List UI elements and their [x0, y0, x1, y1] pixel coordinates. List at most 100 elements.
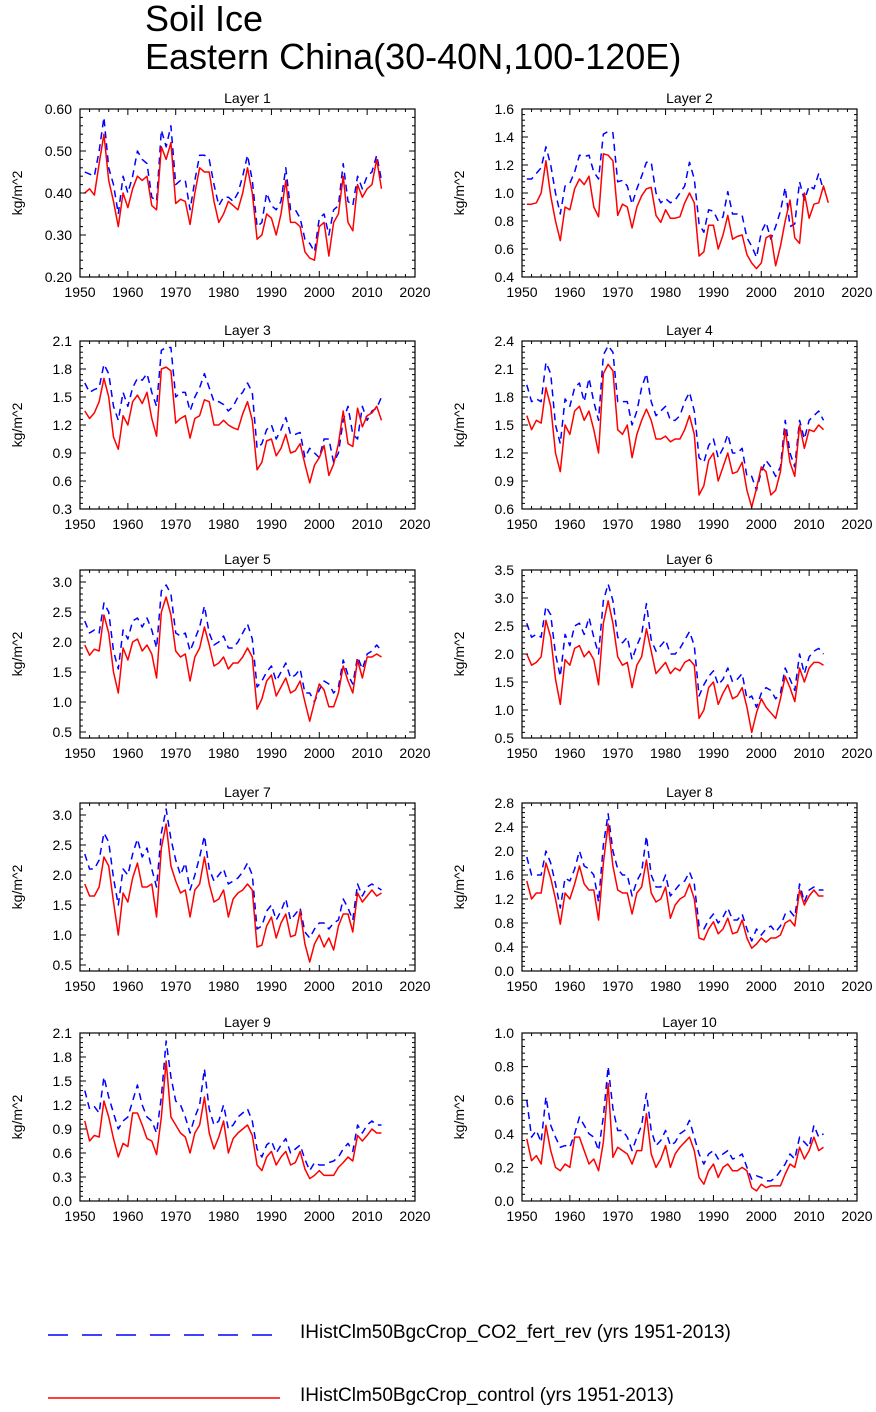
y-tick-label: 0.0: [53, 1193, 73, 1209]
x-tick-label: 2000: [304, 516, 335, 532]
y-tick-label: 1.5: [495, 674, 515, 690]
panel-title: Layer 1: [224, 90, 271, 106]
panel-title: Layer 4: [666, 322, 713, 338]
x-tick-label: 1970: [160, 745, 191, 761]
x-tick-label: 1950: [506, 745, 537, 761]
y-tick-label: 2.0: [53, 867, 73, 883]
y-tick-label: 0.40: [45, 185, 72, 201]
x-tick-label: 1980: [208, 978, 239, 994]
x-tick-label: 1970: [602, 978, 633, 994]
x-tick-label: 2000: [746, 1208, 777, 1224]
x-tick-label: 1960: [554, 516, 585, 532]
x-tick-label: 1970: [160, 516, 191, 532]
x-tick-label: 1990: [256, 284, 287, 300]
panel-layer-9: Layer 9 kg/m^2 1950 1960 1970 1980 1990 2000 201…: [9, 1014, 431, 1224]
y-tick-label: 0.50: [45, 143, 72, 159]
x-tick-label: 2010: [352, 978, 383, 994]
y-axis-label: kg/m^2: [451, 1094, 467, 1139]
title-line-1: Soil Ice: [145, 0, 264, 39]
panel-title: Layer 7: [224, 784, 271, 800]
x-tick-label: 2000: [746, 978, 777, 994]
plot-frame: [79, 340, 416, 510]
x-tick-label: 2010: [794, 284, 825, 300]
series-line-co2-fert: [84, 116, 383, 253]
y-tick-label: 0.9: [53, 445, 73, 461]
y-tick-label: 1.5: [495, 417, 515, 433]
y-axis-label: kg/m^2: [9, 402, 25, 447]
x-tick-label: 1960: [554, 1208, 585, 1224]
x-tick-label: 1960: [554, 745, 585, 761]
y-tick-label: 2.5: [53, 604, 73, 620]
y-tick-label: 0.20: [45, 269, 72, 285]
y-axis-label: kg/m^2: [9, 1094, 25, 1139]
y-tick-label: 1.8: [53, 361, 73, 377]
series-line-control: [526, 1082, 824, 1192]
x-tick-label: 2020: [841, 1208, 872, 1224]
series-line-co2-fert: [526, 583, 825, 708]
x-tick-label: 1980: [650, 284, 681, 300]
x-tick-label: 2020: [841, 978, 872, 994]
x-tick-label: 2010: [794, 978, 825, 994]
legend: IHistClm50BgcCrop_CO2_fert_rev (yrs 1951…: [0, 1310, 876, 1410]
x-tick-label: 1960: [112, 516, 143, 532]
y-axis-label: kg/m^2: [451, 170, 467, 215]
y-tick-label: 2.4: [495, 819, 515, 835]
x-tick-label: 2020: [399, 1208, 430, 1224]
panel-layer-8: Layer 8 kg/m^2 1950 1960 1970 1980 1990 2000 201…: [451, 784, 873, 994]
x-tick-label: 2000: [304, 978, 335, 994]
series-line-control: [526, 363, 825, 508]
plot-frame: [79, 569, 416, 739]
series-line-control: [84, 366, 383, 484]
x-tick-label: 2010: [352, 284, 383, 300]
panel-title: Layer 8: [666, 784, 713, 800]
y-tick-label: 0.6: [495, 241, 515, 257]
x-tick-label: 2020: [399, 516, 430, 532]
y-tick-label: 1.5: [53, 897, 73, 913]
series-line-control: [526, 153, 830, 270]
series-line-control: [526, 823, 824, 949]
panel-layer-10: Layer 10 kg/m^2 1950 1960 1970 1980 1990 2000 20…: [451, 1014, 873, 1224]
panel-title: Layer 10: [662, 1014, 717, 1030]
legend-label-control: IHistClm50BgcCrop_control (yrs 1951-2013…: [300, 1385, 674, 1406]
y-tick-label: 2.1: [53, 333, 73, 349]
x-tick-label: 2000: [746, 284, 777, 300]
x-tick-label: 1980: [650, 1208, 681, 1224]
y-tick-label: 0.4: [495, 1126, 515, 1142]
x-tick-label: 1990: [698, 1208, 729, 1224]
x-tick-label: 1950: [506, 1208, 537, 1224]
y-tick-label: 1.0: [495, 702, 515, 718]
x-tick-label: 1980: [208, 1208, 239, 1224]
series-line-co2-fert: [526, 344, 825, 492]
series-line-co2-fert: [84, 584, 383, 703]
y-tick-label: 1.5: [53, 1073, 73, 1089]
y-tick-label: 0.9: [495, 473, 515, 489]
y-tick-label: 1.2: [53, 1097, 73, 1113]
x-tick-label: 1980: [650, 516, 681, 532]
x-tick-label: 2000: [304, 1208, 335, 1224]
y-tick-label: 2.0: [495, 646, 515, 662]
x-tick-label: 1950: [506, 978, 537, 994]
x-tick-label: 2000: [746, 745, 777, 761]
x-tick-label: 1970: [602, 516, 633, 532]
x-tick-label: 1960: [554, 978, 585, 994]
x-tick-label: 1970: [602, 1208, 633, 1224]
y-axis-label: kg/m^2: [9, 170, 25, 215]
y-tick-label: 1.0: [53, 694, 73, 710]
x-tick-label: 2020: [841, 284, 872, 300]
y-axis-label: kg/m^2: [451, 631, 467, 676]
x-tick-label: 1950: [506, 284, 537, 300]
x-tick-label: 2010: [352, 1208, 383, 1224]
panel-layer-3: Layer 3 kg/m^2 1950 1960 1970 1980 1990 2000 201…: [9, 322, 431, 532]
plot-frame: [521, 569, 858, 739]
x-tick-label: 2020: [841, 745, 872, 761]
x-tick-label: 1950: [506, 516, 537, 532]
y-tick-label: 1.2: [495, 445, 515, 461]
y-tick-label: 0.4: [495, 939, 515, 955]
x-tick-label: 1970: [602, 745, 633, 761]
panel-layer-4: Layer 4 kg/m^2 1950 1960 1970 1980 1990 2000 201…: [451, 322, 873, 532]
series-line-control: [84, 823, 382, 963]
plot-frame: [521, 1032, 858, 1202]
title-line-2: Eastern China(30-40N,100-120E): [145, 36, 682, 77]
x-tick-label: 1990: [698, 284, 729, 300]
x-tick-label: 2010: [352, 516, 383, 532]
